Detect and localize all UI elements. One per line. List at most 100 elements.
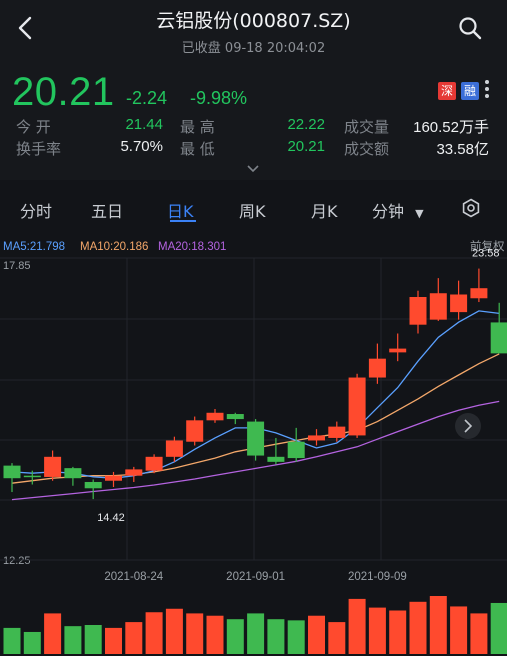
y-min-label: 12.25: [3, 555, 31, 567]
candle: [247, 419, 265, 461]
low-price-label: 14.42: [97, 512, 125, 524]
volume-bar: [186, 613, 204, 654]
candle: [450, 280, 468, 320]
x-axis-labels: 2021-08-24 2021-09-01 2021-09-09: [104, 571, 406, 583]
volume-label: 成交量: [344, 118, 390, 136]
candle: [44, 450, 62, 481]
amount-value: 33.58亿: [436, 141, 489, 158]
volume-bar: [64, 626, 82, 654]
candle: [429, 278, 447, 321]
shenzhen-badge: 深: [438, 82, 456, 100]
ma10-line: [11, 353, 500, 484]
chevron-right-icon: [464, 419, 473, 433]
volume-bar: [429, 596, 447, 654]
volume-bar: [409, 601, 427, 654]
volume-bar: [3, 627, 21, 654]
active-tab-indicator: [170, 220, 196, 222]
adjust-label: 前复权: [470, 239, 505, 253]
candle-body: [186, 420, 204, 442]
title-block: 云铝股份(000807.SZ) 已收盘 09-18 20:04:02: [0, 6, 507, 56]
volume-bar: [308, 615, 325, 654]
status-text: 已收盘: [181, 41, 221, 56]
candle: [409, 290, 427, 334]
candles: [3, 268, 507, 500]
turnover-value: 5.70%: [120, 138, 163, 155]
candle-body: [105, 475, 122, 481]
high-price-label: 23.58: [472, 248, 500, 260]
period-tabs: 分时 五日 日K 周K 月K 分钟 ▼: [0, 188, 507, 228]
candle: [64, 466, 82, 486]
candle-body: [3, 465, 21, 479]
ma10-label: MA10:20.186: [80, 241, 148, 253]
candle-body: [348, 377, 366, 436]
tab-minute[interactable]: 分钟 ▼: [372, 198, 424, 222]
chevron-down-icon[interactable]: [246, 164, 260, 174]
x-axis-label: 2021-09-09: [348, 571, 407, 583]
candle-body: [308, 435, 325, 441]
high-value: 22.22: [287, 116, 325, 133]
more-options-icon[interactable]: [484, 80, 490, 102]
candle: [165, 436, 183, 462]
candle-body: [490, 322, 507, 354]
candle: [226, 412, 244, 425]
high-label: 最 高: [180, 118, 215, 136]
tab-minute-label: 分钟: [372, 202, 405, 221]
tab-monthly-k[interactable]: 月K: [311, 202, 338, 221]
quote-panel: 20.21 -2.24 -9.98% 深 融 今 开 21.44 最 高 22.…: [0, 58, 507, 180]
volume-bar: [105, 627, 122, 654]
status-datetime: 09-18 20:04:02: [224, 41, 326, 56]
candle: [105, 471, 122, 488]
candle-body: [389, 348, 407, 353]
amount-label: 成交额: [344, 140, 390, 158]
candle: [328, 421, 346, 442]
volume-bar: [44, 613, 62, 654]
candle-body: [470, 288, 488, 299]
candle: [125, 466, 143, 482]
turnover-label: 换手率: [16, 140, 62, 158]
volume-bar: [145, 612, 163, 654]
volume-bar: [206, 615, 224, 654]
volume-bar: [490, 602, 507, 654]
candle-body: [23, 475, 41, 478]
candle-body: [287, 441, 305, 459]
candle: [490, 302, 507, 354]
tab-daily-k[interactable]: 日K: [167, 202, 194, 221]
moving-average-lines: [11, 310, 500, 501]
candle: [145, 454, 163, 474]
candle: [267, 437, 285, 465]
candle: [287, 427, 305, 462]
candle: [389, 333, 407, 362]
volume-bar: [125, 622, 143, 654]
price-change-pct: -9.98%: [190, 88, 248, 108]
volume-bars: [3, 596, 507, 654]
candle: [84, 479, 102, 500]
search-icon[interactable]: [457, 15, 483, 41]
volume-bar: [247, 613, 265, 654]
candle-body: [429, 293, 447, 320]
tab-five-day[interactable]: 五日: [91, 202, 124, 221]
scroll-right-button[interactable]: [455, 413, 481, 439]
candle: [3, 463, 21, 493]
candle: [206, 409, 224, 423]
volume-bar: [450, 606, 468, 654]
volume-bar: [23, 631, 41, 654]
caret-down-icon: ▼: [415, 207, 424, 220]
tab-intraday[interactable]: 分时: [20, 202, 53, 221]
tab-weekly-k[interactable]: 周K: [239, 202, 266, 221]
volume-bar: [287, 620, 305, 654]
candle-body: [206, 412, 224, 421]
candle-body: [84, 481, 102, 489]
kline-chart[interactable]: MA5:21.798 MA10:20.186 MA20:18.301 前复权 1…: [0, 234, 507, 656]
candle-body: [44, 456, 62, 477]
ma5-label: MA5:21.798: [3, 241, 65, 253]
candle-body: [328, 426, 346, 438]
back-arrow-icon[interactable]: [14, 14, 38, 42]
candle-body: [226, 414, 244, 420]
ma-legend: MA5:21.798 MA10:20.186 MA20:18.301 前复权: [3, 239, 505, 253]
volume-bar: [368, 607, 386, 654]
volume-bar: [328, 622, 346, 654]
candle: [23, 470, 41, 485]
candle-body: [267, 456, 285, 462]
y-max-label: 17.85: [3, 260, 31, 272]
settings-icon[interactable]: [461, 198, 481, 218]
